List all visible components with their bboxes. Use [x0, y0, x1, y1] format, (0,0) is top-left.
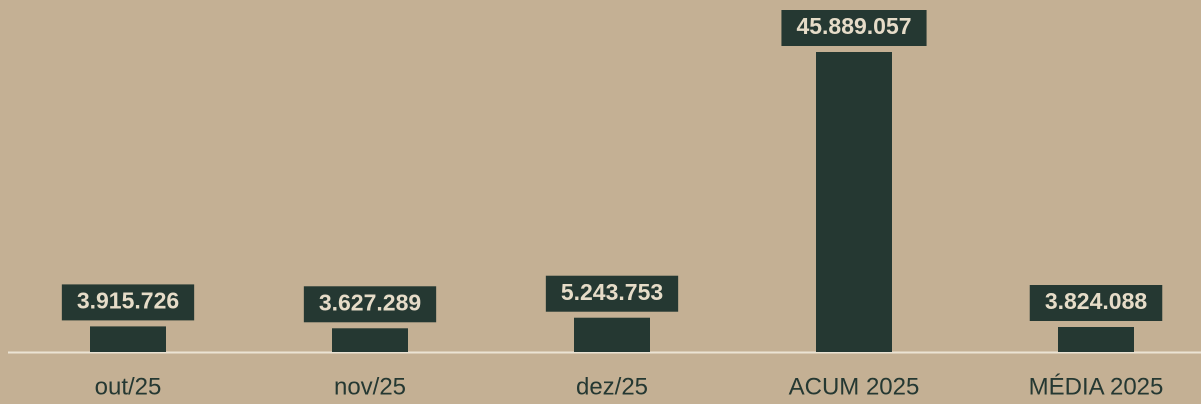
value-label: 3.915.726 [77, 287, 179, 313]
value-label: 5.243.753 [561, 279, 663, 305]
value-label: 3.627.289 [319, 289, 421, 315]
x-tick-label: ACUM 2025 [789, 373, 920, 400]
bar [574, 317, 650, 352]
value-label: 3.824.088 [1045, 288, 1148, 314]
value-label-box [303, 286, 437, 323]
value-label-box [545, 275, 679, 312]
bar [332, 328, 408, 352]
value-label: 45.889.057 [796, 13, 911, 39]
x-tick-label: nov/25 [334, 373, 406, 400]
bar [90, 326, 166, 352]
bar [816, 52, 892, 352]
x-tick-label: out/25 [95, 373, 162, 400]
value-label-box [1029, 285, 1163, 321]
bar [1058, 327, 1134, 352]
value-label-box [61, 284, 195, 321]
x-tick-label: dez/25 [576, 373, 648, 400]
value-label-box [781, 10, 927, 46]
x-tick-label: MÉDIA 2025 [1029, 373, 1164, 400]
